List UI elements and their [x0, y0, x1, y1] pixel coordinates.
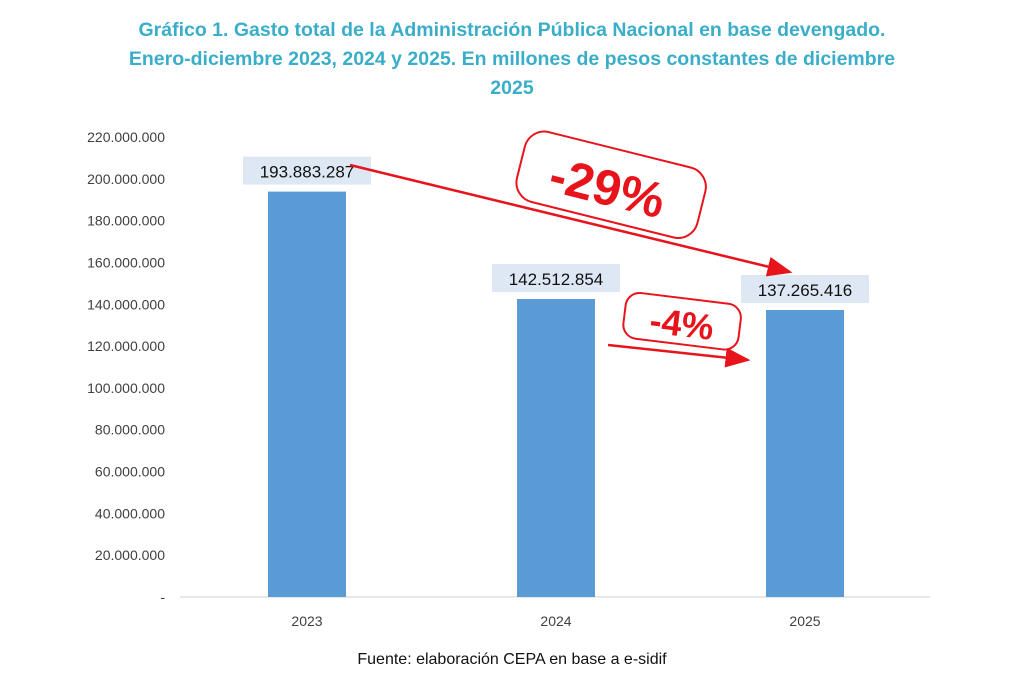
x-tick-label-2024: 2024	[540, 613, 571, 629]
x-tick-label-2023: 2023	[291, 613, 322, 629]
y-tick-label: 160.000.000	[87, 254, 165, 270]
bar-2023	[268, 191, 346, 597]
y-tick-label: 200.000.000	[87, 171, 165, 187]
annotation-29: -29%	[515, 130, 707, 239]
y-tick-label: 20.000.000	[95, 547, 165, 563]
title-line: Enero-diciembre 2023, 2024 y 2025. En mi…	[128, 48, 896, 70]
data-label-bg	[492, 264, 620, 293]
bar-2025	[766, 309, 844, 597]
title-line: 2025	[490, 77, 534, 99]
annotation-4: -4%	[622, 291, 742, 351]
data-label-bg	[741, 274, 869, 303]
y-tick-label: 100.000.000	[87, 380, 165, 396]
source-note: Fuente: elaboración CEPA en base a e-sid…	[357, 651, 667, 668]
annotation-text: -4%	[648, 299, 717, 347]
annotation-box	[515, 130, 707, 239]
y-tick-label: -	[160, 589, 165, 605]
arrow-2024-2025	[607, 343, 751, 368]
data-label-2025: 137.265.416	[758, 281, 853, 300]
data-label-2023: 193.883.287	[260, 163, 355, 182]
annotation-box	[622, 291, 742, 351]
y-tick-label: 40.000.000	[95, 505, 165, 521]
data-label-2024: 142.512.854	[509, 270, 604, 289]
bar-2024	[517, 299, 595, 597]
data-label-bg	[243, 156, 371, 185]
y-tick-label: 140.000.000	[87, 296, 165, 312]
x-tick-label-2025: 2025	[789, 613, 820, 629]
y-tick-label: 80.000.000	[95, 422, 165, 438]
y-tick-label: 120.000.000	[87, 338, 165, 354]
y-tick-label: 220.000.000	[87, 129, 165, 145]
chart-title: Gráfico 1. Gasto total de la Administrac…	[0, 16, 1024, 103]
y-tick-label: 60.000.000	[95, 464, 165, 480]
title-line: Gráfico 1. Gasto total de la Administrac…	[138, 19, 886, 41]
y-tick-label: 180.000.000	[87, 213, 165, 229]
arrow-2023-2025	[349, 163, 793, 277]
